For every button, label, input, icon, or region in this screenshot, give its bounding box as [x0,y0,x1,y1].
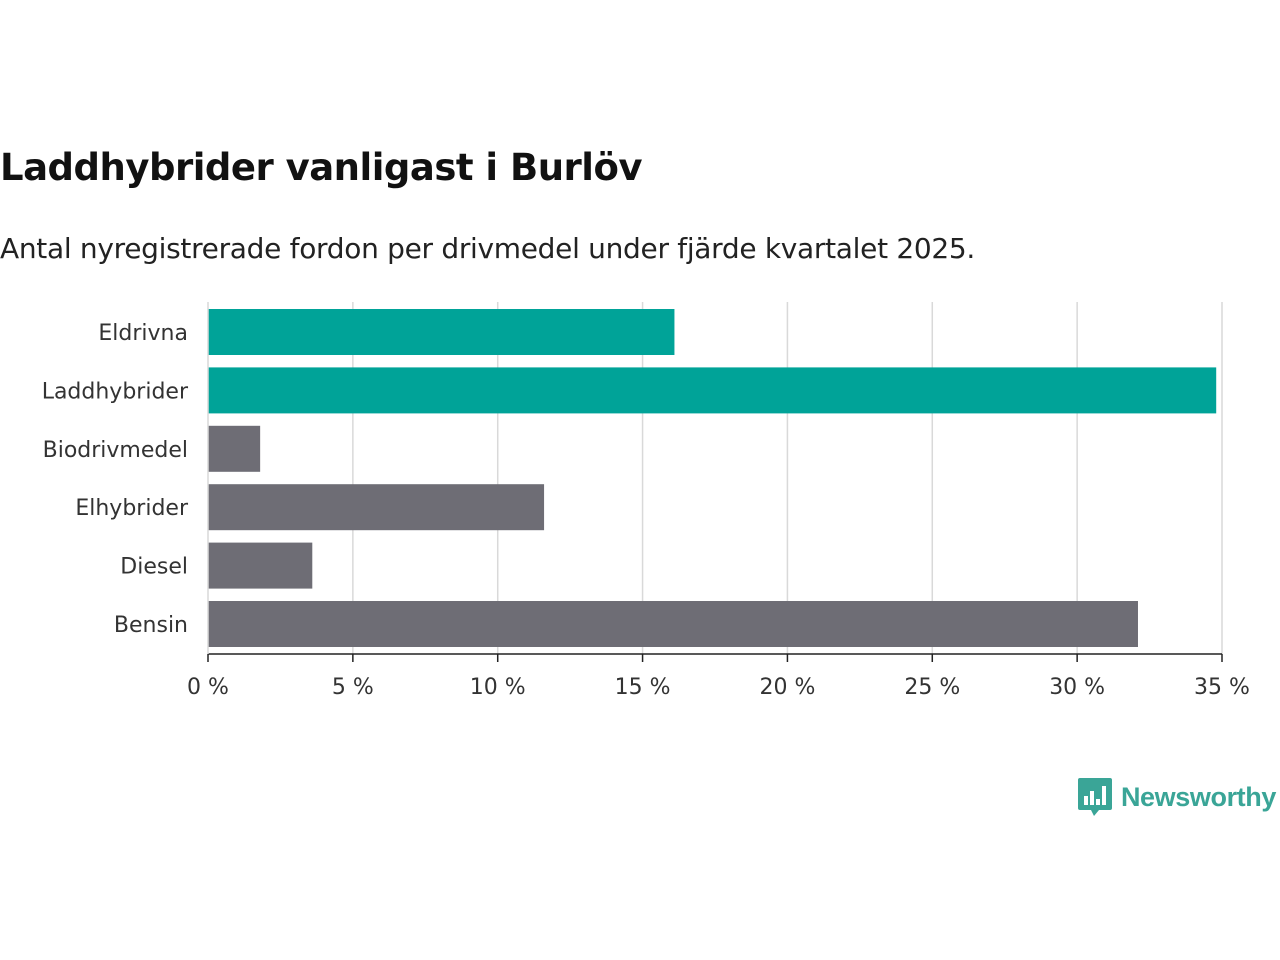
x-tick-label: 25 % [904,675,960,700]
x-tick-label: 10 % [470,675,526,700]
x-tick-label: 20 % [759,675,815,700]
x-axis: 0 % 5 % 10 % 15 % 20 % 25 % 30 % 35 % [187,302,1250,700]
x-tick-label: 5 % [332,675,374,700]
category-label: Laddhybrider [42,379,189,404]
chart-title: Laddhybrider vanligast i Burlöv [0,146,643,189]
gridlines [352,302,1223,654]
bar-diesel [208,542,313,589]
bar-elhybrider [208,484,545,531]
category-label: Diesel [120,555,188,580]
bar-bensin [208,601,1138,647]
x-tick-label: 30 % [1049,675,1105,700]
chart-subtitle: Antal nyregistrerade fordon per drivmede… [0,232,976,265]
bar-biodrivmedel [208,425,261,472]
bar-laddhybrider [208,367,1217,414]
bar-chart-speech-bubble-icon [1077,778,1112,816]
category-label: Bensin [114,613,188,638]
category-label: Elhybrider [75,496,189,521]
x-tick-label: 0 % [187,675,229,700]
category-labels: Eldrivna Laddhybrider Biodrivmedel Elhybrid… [42,321,189,638]
brand-name: Newsworthy [1120,781,1276,812]
bars [208,309,1217,647]
category-label: Biodrivmedel [43,438,188,463]
brand-logo: Newsworthy [1077,776,1276,818]
x-tick-label: 35 % [1194,675,1250,700]
bar-eldrivna [208,309,675,355]
category-label: Eldrivna [98,321,188,346]
x-tick-label: 15 % [615,675,671,700]
